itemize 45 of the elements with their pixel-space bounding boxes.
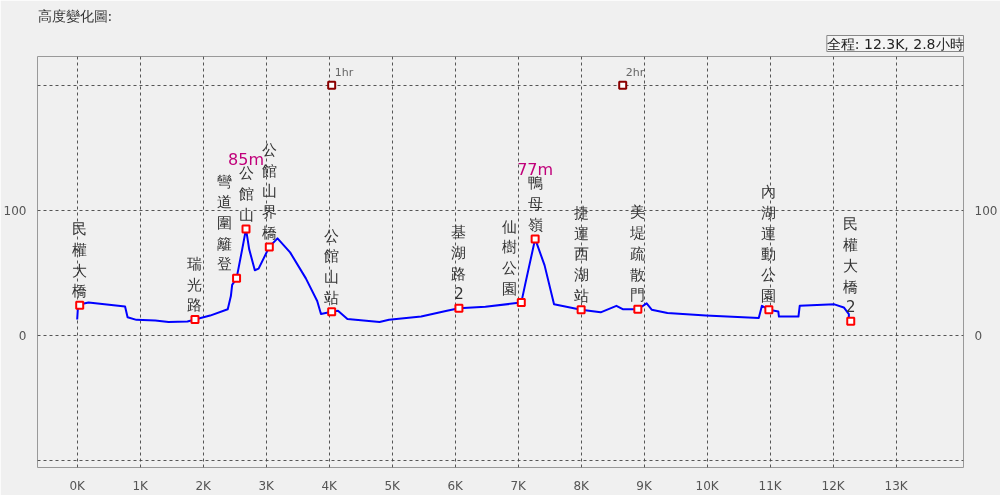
x-tick-label: 9K — [636, 478, 654, 493]
point — [764, 305, 774, 315]
x-tick-label: 11K — [758, 478, 783, 493]
point — [75, 300, 85, 310]
annotation: 2hr — [625, 66, 645, 80]
x-tick-label: 6K — [447, 478, 465, 493]
annotation: 基湖路2 — [451, 223, 467, 304]
chart-subtitle: 全程: 12.3K, 2.8小時 — [826, 35, 964, 52]
point — [530, 234, 540, 244]
annotation: 捷運西湖站 — [573, 203, 589, 305]
annotation: 1hr — [334, 66, 354, 80]
x-tick-label: 5K — [384, 478, 402, 493]
annotation: 彎道圍籬登 — [217, 172, 233, 274]
y2-tick-label: 0 — [974, 328, 983, 343]
x-tick-label: 13K — [884, 478, 909, 493]
x-tick-label: 2K — [195, 478, 213, 493]
point — [190, 314, 200, 324]
point — [846, 316, 856, 326]
point — [327, 307, 337, 317]
x-tick-label: 8K — [573, 478, 591, 493]
point — [516, 298, 526, 308]
x-tick-label: 4K — [321, 478, 339, 493]
point — [618, 80, 628, 90]
x-tick-label: 12K — [821, 478, 846, 493]
annotation: 公館山站 — [324, 226, 340, 307]
annotation: 內湖運動公園 — [761, 183, 777, 305]
point — [241, 224, 251, 234]
point — [232, 273, 242, 283]
point — [327, 80, 337, 90]
y2-tick-label: 100 — [974, 203, 998, 218]
annotation: 民權大橋 — [72, 220, 88, 301]
point — [454, 303, 464, 313]
annotation: 民權大橋2 — [843, 215, 859, 317]
point — [576, 305, 586, 315]
chart-title: 高度變化圖: — [37, 7, 113, 24]
x-tick-label: 10K — [695, 478, 720, 493]
point — [264, 242, 274, 252]
annotation: 仙樹公園 — [501, 217, 517, 298]
x-tick-label: 0K — [69, 478, 87, 493]
annotation: 瑞光路 — [187, 255, 203, 315]
x-tick-label: 1K — [132, 478, 150, 493]
annotation: 美堤疏散門 — [629, 203, 646, 305]
x-tick-label: 7K — [510, 478, 528, 493]
point — [633, 304, 643, 314]
x-tick-label: 3K — [258, 478, 276, 493]
